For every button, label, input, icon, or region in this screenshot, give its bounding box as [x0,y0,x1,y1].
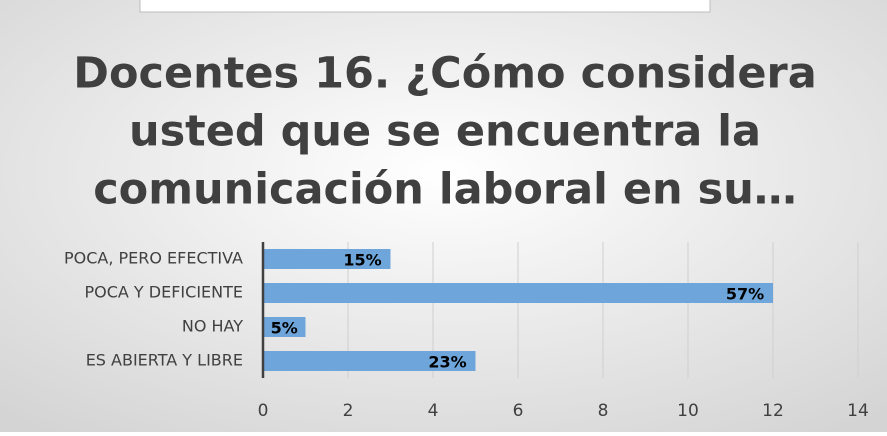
data-label: 15% [343,251,381,270]
x-tick-label: 4 [428,401,439,421]
y-tick-label: POCA Y DEFICIENTE [84,283,243,302]
x-tick-label: 10 [677,401,699,421]
y-tick-label: NO HAY [182,317,243,336]
bar [263,317,306,337]
x-tick-label: 6 [513,401,524,421]
bar [263,351,476,371]
x-tick-label: 14 [847,401,869,421]
data-label: 57% [726,285,764,304]
y-tick-label: ES ABIERTA Y LIBRE [86,351,243,370]
data-label: 5% [271,319,298,338]
chart-title: Docentes 16. ¿Cómo considera [73,49,816,99]
top-tab [139,0,711,13]
data-label: 23% [428,353,466,372]
bar [263,249,391,269]
chart-title: comunicación laboral en su… [93,165,797,215]
bar [263,283,773,303]
x-tick-label: 8 [598,401,609,421]
x-tick-label: 12 [762,401,784,421]
y-tick-label: POCA, PERO EFECTIVA [64,249,243,268]
x-tick-label: 2 [343,401,354,421]
x-tick-label: 0 [258,401,269,421]
chart-title: usted que se encuentra la [129,107,761,157]
